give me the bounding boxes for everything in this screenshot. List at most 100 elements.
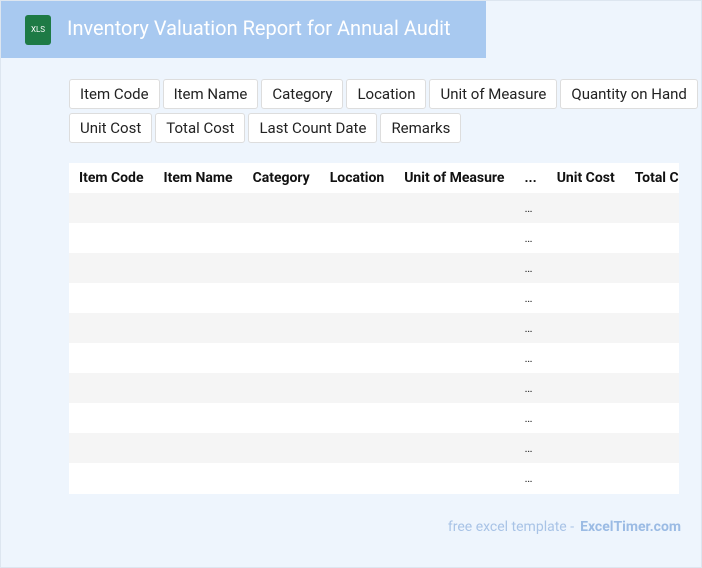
- field-tag[interactable]: Remarks: [380, 113, 462, 143]
- title: Inventory Valuation Report for Annual Au…: [67, 16, 451, 40]
- table-cell: [69, 253, 154, 283]
- table-row: …: [69, 253, 679, 283]
- table-cell: [243, 253, 320, 283]
- table-cell: [69, 403, 154, 433]
- table-cell: …: [524, 441, 533, 455]
- field-tag[interactable]: Total Cost: [155, 113, 246, 143]
- column-header: Category: [252, 170, 310, 186]
- file-icon: XLS: [25, 15, 51, 45]
- table-cell: …: [524, 201, 533, 215]
- table-cell: [625, 433, 679, 463]
- table-cell: [154, 253, 243, 283]
- table-cell: [69, 223, 154, 253]
- table-cell: [154, 433, 243, 463]
- table-cell: [625, 313, 679, 343]
- field-tag[interactable]: Category: [261, 79, 344, 109]
- column-header: ...: [524, 170, 537, 186]
- table-cell: [394, 373, 514, 403]
- table-cell: [243, 193, 320, 223]
- table-cell: [320, 223, 394, 253]
- table-cell: [154, 403, 243, 433]
- table-cell: …: [524, 381, 533, 395]
- table-cell: [320, 373, 394, 403]
- table-cell: [320, 283, 394, 313]
- table-cell: [320, 343, 394, 373]
- table-cell: [625, 193, 679, 223]
- footer: free excel template - ExcelTimer.com: [448, 519, 681, 535]
- table-cell: [394, 313, 514, 343]
- table-cell: [625, 463, 679, 493]
- table-row: …: [69, 433, 679, 463]
- table-cell: [394, 433, 514, 463]
- table-row: …: [69, 223, 679, 253]
- table-cell: …: [524, 291, 533, 305]
- table-cell: [69, 193, 154, 223]
- table-row: …: [69, 463, 679, 493]
- table: Item Code Item Name Category Location Unit o…: [69, 163, 679, 493]
- table-row: …: [69, 343, 679, 373]
- field-tag[interactable]: Last Count Date: [248, 113, 378, 143]
- field-tag[interactable]: Item Code: [69, 79, 160, 109]
- column-header: Unit of Measure: [404, 170, 505, 186]
- table-cell: [69, 463, 154, 493]
- table-cell: [243, 313, 320, 343]
- table-cell: [625, 283, 679, 313]
- table-cell: [243, 343, 320, 373]
- field-tag[interactable]: Quantity on Hand: [560, 79, 698, 109]
- table-cell: [320, 313, 394, 343]
- table-cell: [154, 313, 243, 343]
- table-cell: [154, 373, 243, 403]
- table-row: …: [69, 283, 679, 313]
- column-header: Item Code: [79, 170, 144, 186]
- table-cell: [394, 403, 514, 433]
- table-cell: [547, 463, 625, 493]
- table-cell: …: [524, 351, 533, 365]
- table-cell: [154, 283, 243, 313]
- table-cell: [547, 403, 625, 433]
- column-header: Unit Cost: [556, 170, 615, 186]
- column-header: Location: [329, 170, 385, 186]
- column-header: Total Cost: [634, 170, 679, 186]
- table-cell: [625, 253, 679, 283]
- table-body: …………………………: [69, 193, 679, 493]
- field-tag[interactable]: Unit Cost: [69, 113, 153, 143]
- table-cell: [547, 313, 625, 343]
- table-cell: [154, 223, 243, 253]
- table-cell: [547, 193, 625, 223]
- field-tag[interactable]: Item Name: [162, 79, 259, 109]
- tag-list: Item Code Item Name Category Location Unit o…: [69, 79, 699, 143]
- table-cell: [625, 343, 679, 373]
- table-row: …: [69, 373, 679, 403]
- table-cell: [394, 193, 514, 223]
- table-cell: [320, 433, 394, 463]
- table-cell: [69, 313, 154, 343]
- table-cell: [394, 283, 514, 313]
- table-cell: [394, 343, 514, 373]
- table-cell: [243, 283, 320, 313]
- table-cell: [243, 223, 320, 253]
- table-cell: [69, 343, 154, 373]
- table-cell: [320, 193, 394, 223]
- table-cell: [394, 463, 514, 493]
- field-tag[interactable]: Location: [346, 79, 427, 109]
- table-cell: [625, 223, 679, 253]
- table-row: …: [69, 313, 679, 343]
- table-cell: [625, 403, 679, 433]
- table-cell: [154, 343, 243, 373]
- field-tag[interactable]: Unit of Measure: [429, 79, 558, 109]
- header-row: Item Code Item Name Category Location Unit o…: [69, 163, 679, 193]
- table-cell: [154, 463, 243, 493]
- footer-brand[interactable]: ExcelTimer.com: [580, 519, 681, 535]
- table-cell: …: [524, 261, 533, 275]
- table-cell: [320, 463, 394, 493]
- table-cell: [154, 193, 243, 223]
- table-cell: [547, 253, 625, 283]
- table-cell: [320, 253, 394, 283]
- footer-prefix: free excel template -: [447, 519, 575, 535]
- column-header: Item Name: [163, 170, 233, 186]
- table-row: …: [69, 193, 679, 223]
- table-cell: [69, 283, 154, 313]
- table-cell: [547, 343, 625, 373]
